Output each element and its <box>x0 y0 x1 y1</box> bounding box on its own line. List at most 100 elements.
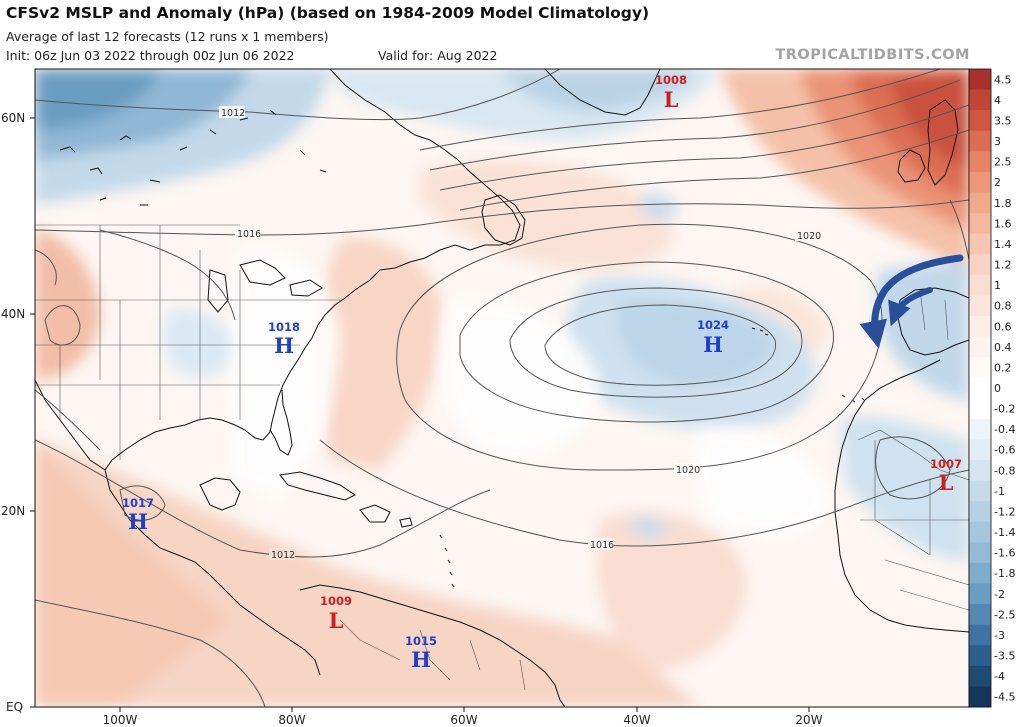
lon-label: 40W <box>623 713 650 727</box>
svg-text:1024: 1024 <box>697 318 729 332</box>
colorbar-label: 4 <box>994 94 1001 107</box>
colorbar-label: -1.6 <box>994 547 1015 560</box>
lon-label: 100W <box>103 713 138 727</box>
colorbar-label: -1 <box>994 485 1005 498</box>
svg-text:L: L <box>329 608 344 633</box>
svg-text:1017: 1017 <box>122 496 154 510</box>
pressure-center-low: 1007 L <box>930 457 962 495</box>
latitude-axis <box>30 117 35 708</box>
colorbar-swatch <box>969 171 991 193</box>
valid-date: Valid for: Aug 2022 <box>378 48 498 63</box>
svg-text:1018: 1018 <box>268 320 300 334</box>
colorbar-label: 4.5 <box>994 73 1012 86</box>
isobars <box>35 69 969 707</box>
colorbar-swatch <box>969 233 991 255</box>
svg-text:H: H <box>411 647 431 672</box>
colorbar-swatch <box>969 357 991 379</box>
colorbar-swatch <box>969 665 991 687</box>
lat-label: 40N <box>1 307 25 321</box>
colorbar-swatch <box>969 439 991 461</box>
colorbar-label: 0.6 <box>994 320 1012 333</box>
map-area: 1012 1016 1020 1020 1016 1012 1008 L 101… <box>35 69 969 707</box>
colorbar-swatch <box>969 501 991 523</box>
isobar-label: 1012 <box>271 550 295 561</box>
colorbar-swatch <box>969 624 991 646</box>
colorbar-label: -2 <box>994 588 1005 601</box>
svg-text:1007: 1007 <box>930 457 962 471</box>
colorbar-label: -3 <box>994 629 1005 642</box>
lon-label: 60W <box>450 713 477 727</box>
pressure-centers: 1008 L 1018 H 1024 H 1017 H 1007 L 1009 … <box>122 73 962 672</box>
colorbar-swatch <box>969 604 991 626</box>
colorbar-swatch <box>969 89 991 111</box>
colorbar-swatch <box>969 542 991 564</box>
colorbar-frame <box>968 68 992 708</box>
colorbar-swatch <box>969 295 991 317</box>
colorbar-label: 0.4 <box>994 341 1012 354</box>
colorbar-label: 2.5 <box>994 156 1012 169</box>
isobar-label: 1012 <box>221 108 245 119</box>
brand-watermark: TROPICALTIDBITS.COM <box>775 47 970 63</box>
colorbar: 4.5 4 3.5 3 2.5 2 1.8 1.6 1.4 1.2 1 0.8 0.6 0.4 0.2 0 -0… <box>968 68 1015 708</box>
lon-label: 80W <box>278 713 305 727</box>
colorbar-label: -1.2 <box>994 505 1015 518</box>
isobar-labels: 1012 1016 1020 1020 1016 1012 <box>219 106 821 561</box>
flow-arrows <box>859 254 964 349</box>
isobar-label: 1020 <box>797 231 821 242</box>
colorbar-label: 1.8 <box>994 197 1012 210</box>
lat-label: EQ <box>6 700 23 714</box>
colorbar-swatch <box>969 562 991 585</box>
svg-text:H: H <box>274 333 294 358</box>
svg-text:1008: 1008 <box>655 73 687 87</box>
coastlines <box>35 69 969 707</box>
colorbar-label: -4.5 <box>994 691 1015 704</box>
longitude-axis <box>119 707 810 712</box>
colorbar-swatch <box>969 274 991 296</box>
colorbar-swatch <box>969 315 991 338</box>
colorbar-label: 1 <box>994 279 1001 292</box>
svg-text:L: L <box>664 87 679 112</box>
colorbar-swatch <box>969 69 991 91</box>
colorbar-label: 3 <box>994 135 1001 148</box>
pressure-center-high: 1017 H <box>122 496 154 534</box>
colorbar-swatch <box>969 192 991 214</box>
colorbar-label: -0.6 <box>994 444 1015 457</box>
colorbar-label: 1.6 <box>994 217 1012 230</box>
colorbar-label: -2.5 <box>994 608 1015 621</box>
lat-label: 60N <box>1 111 25 125</box>
colorbar-label: -0.8 <box>994 464 1015 477</box>
colorbar-swatch <box>969 130 991 152</box>
pressure-center-low: 1008 L <box>655 73 687 112</box>
pressure-center-low: 1009 L <box>320 594 352 633</box>
pressure-center-high: 1024 H <box>697 318 729 357</box>
colorbar-label: -0.2 <box>994 403 1015 416</box>
colorbar-label: 0.8 <box>994 300 1012 313</box>
lat-label: 20N <box>1 504 25 518</box>
colorbar-label: 1.2 <box>994 259 1012 272</box>
svg-text:H: H <box>128 509 148 534</box>
colorbar-swatch <box>969 151 991 173</box>
colorbar-label: 2 <box>994 176 1001 189</box>
isobar-label: 1016 <box>237 229 261 240</box>
init-range: Init: 06z Jun 03 2022 through 00z Jun 06… <box>6 48 295 63</box>
political-borders <box>35 224 969 691</box>
lon-label: 20W <box>795 713 822 727</box>
isobar-label: 1020 <box>676 465 700 476</box>
colorbar-swatch <box>969 460 991 482</box>
colorbar-swatch <box>969 377 991 399</box>
colorbar-label: -1.4 <box>994 526 1015 539</box>
colorbar-label: 0 <box>994 382 1001 395</box>
colorbar-label: 3.5 <box>994 114 1012 127</box>
pressure-center-high: 1018 H <box>268 320 300 358</box>
colorbar-swatch <box>969 418 991 440</box>
colorbar-swatch <box>969 213 991 235</box>
map-title: CFSv2 MSLP and Anomaly (hPa) (based on 1… <box>6 4 650 22</box>
isobar-label: 1016 <box>590 540 614 551</box>
pressure-center-high: 1015 H <box>405 634 437 672</box>
flow-arrow-icon <box>859 254 964 349</box>
colorbar-swatch <box>969 398 991 420</box>
colorbar-label: -0.4 <box>994 423 1015 436</box>
colorbar-label: 1.4 <box>994 238 1012 251</box>
colorbar-swatch <box>969 336 991 358</box>
